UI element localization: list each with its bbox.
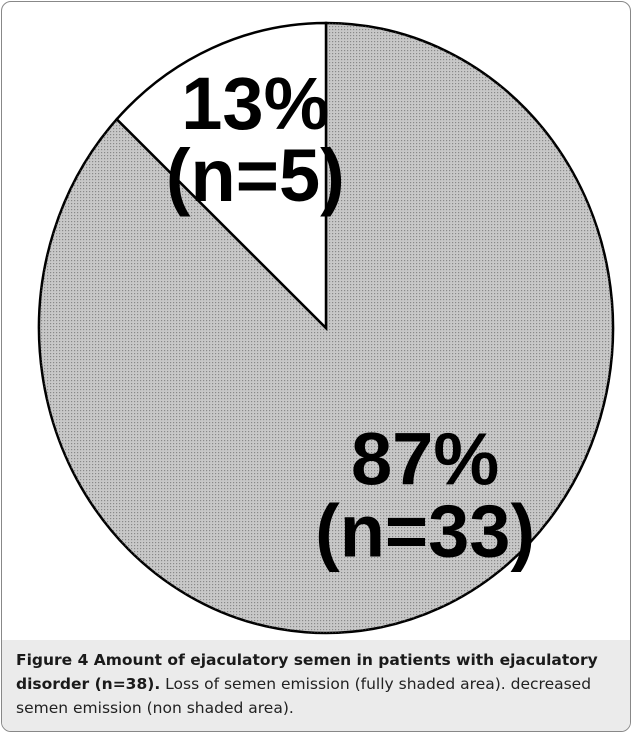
count-label: (n=5) xyxy=(166,134,345,217)
pie-slice xyxy=(115,21,328,332)
count-label: (n=33) xyxy=(315,489,535,572)
value-label: 87% xyxy=(351,417,499,500)
caption-text: Loss of semen emission (fully shaded are… xyxy=(16,675,592,717)
caption-title: Figure 4 Amount of ejaculatory semen in … xyxy=(16,651,598,693)
value-label: 13% xyxy=(181,62,329,145)
caption: Figure 4 Amount of ejaculatory semen in … xyxy=(2,640,630,731)
chart: 87%(n=33) 13%(n=5) xyxy=(37,21,615,635)
slice-group xyxy=(115,21,328,332)
